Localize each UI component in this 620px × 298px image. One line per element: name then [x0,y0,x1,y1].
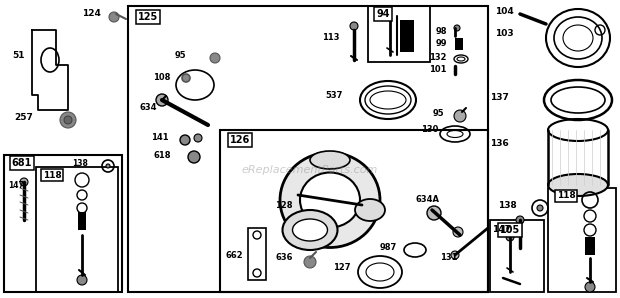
Text: 95: 95 [433,108,445,117]
Bar [248,228,266,280]
Bar [548,188,616,292]
Bar [128,6,488,292]
Text: 681: 681 [12,158,32,168]
Text: 537: 537 [325,91,342,100]
Bar [490,220,544,292]
Circle shape [516,216,524,224]
Text: 101: 101 [429,66,446,74]
Text: 634: 634 [140,103,157,113]
Circle shape [427,206,441,220]
Text: 141: 141 [151,134,169,142]
Circle shape [64,116,72,124]
Circle shape [304,256,316,268]
Circle shape [454,25,460,31]
Text: 51: 51 [12,50,25,60]
Text: 103: 103 [495,30,513,38]
Text: 99: 99 [436,40,448,49]
Text: 662: 662 [226,251,244,260]
Text: 105: 105 [500,225,520,235]
Circle shape [194,134,202,142]
Circle shape [585,282,595,292]
Text: 108: 108 [153,74,170,83]
Circle shape [454,110,466,122]
Circle shape [109,12,119,22]
Text: 634A: 634A [415,195,439,204]
Bar [4,155,122,292]
Text: 137: 137 [490,94,509,103]
Text: 128: 128 [275,201,293,209]
Text: 98: 98 [436,27,448,36]
Circle shape [106,164,110,168]
Ellipse shape [300,173,360,227]
Circle shape [60,112,76,128]
Ellipse shape [280,153,380,248]
Circle shape [182,74,190,82]
Text: 132: 132 [429,52,446,61]
Text: 113: 113 [322,33,340,43]
Text: 257: 257 [14,114,33,122]
Circle shape [156,94,168,106]
Circle shape [537,205,543,211]
Text: 130: 130 [421,125,438,134]
Ellipse shape [310,151,350,169]
Text: 987: 987 [380,243,397,252]
Bar [455,38,463,50]
Text: eReplacementParts.com: eReplacementParts.com [242,165,378,175]
Text: 118: 118 [43,170,61,179]
Text: 147: 147 [8,181,24,190]
Text: 147: 147 [492,226,511,235]
Circle shape [77,275,87,285]
Text: 124: 124 [82,10,101,18]
Bar [36,167,118,292]
Circle shape [188,151,200,163]
Bar [368,6,430,62]
Circle shape [350,22,358,30]
Text: 138: 138 [72,159,88,167]
Text: 127: 127 [333,263,350,272]
Text: 618: 618 [153,150,170,159]
Text: 95: 95 [175,50,187,60]
Circle shape [20,178,28,186]
Bar [400,20,414,52]
Text: 94: 94 [376,9,390,19]
Circle shape [451,251,459,259]
Circle shape [453,227,463,237]
Bar [220,130,488,292]
Text: 118: 118 [557,192,575,201]
Bar [585,237,595,255]
Text: 104: 104 [495,7,514,16]
Ellipse shape [293,219,327,241]
Text: 125: 125 [138,12,158,22]
Text: 138: 138 [498,201,516,209]
Text: 126: 126 [230,135,250,145]
Circle shape [180,135,190,145]
Bar [78,212,86,230]
Text: 636: 636 [275,254,293,263]
Ellipse shape [355,199,385,221]
Circle shape [210,53,220,63]
Circle shape [506,233,514,241]
Text: 131: 131 [440,254,458,263]
Ellipse shape [283,210,337,250]
Ellipse shape [548,174,608,196]
Text: 136: 136 [490,139,509,148]
